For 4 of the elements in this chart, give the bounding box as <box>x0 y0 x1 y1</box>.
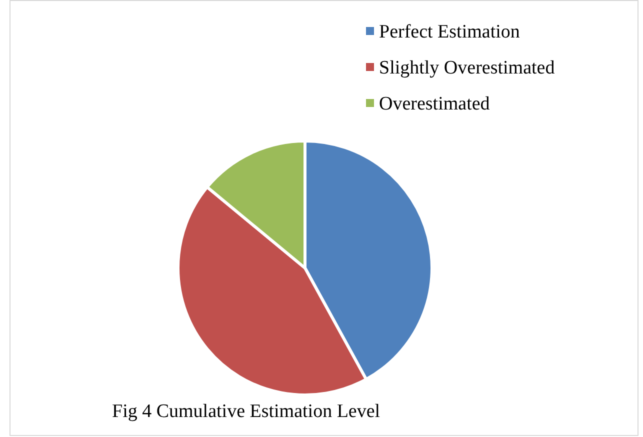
text: Fig 4 Cumulative Estimation Level <box>112 401 380 422</box>
legend-label: Overestimated <box>379 93 490 114</box>
legend-label: Perfect Estimation <box>379 21 520 42</box>
legend-label: Slightly Overestimated <box>379 57 556 78</box>
